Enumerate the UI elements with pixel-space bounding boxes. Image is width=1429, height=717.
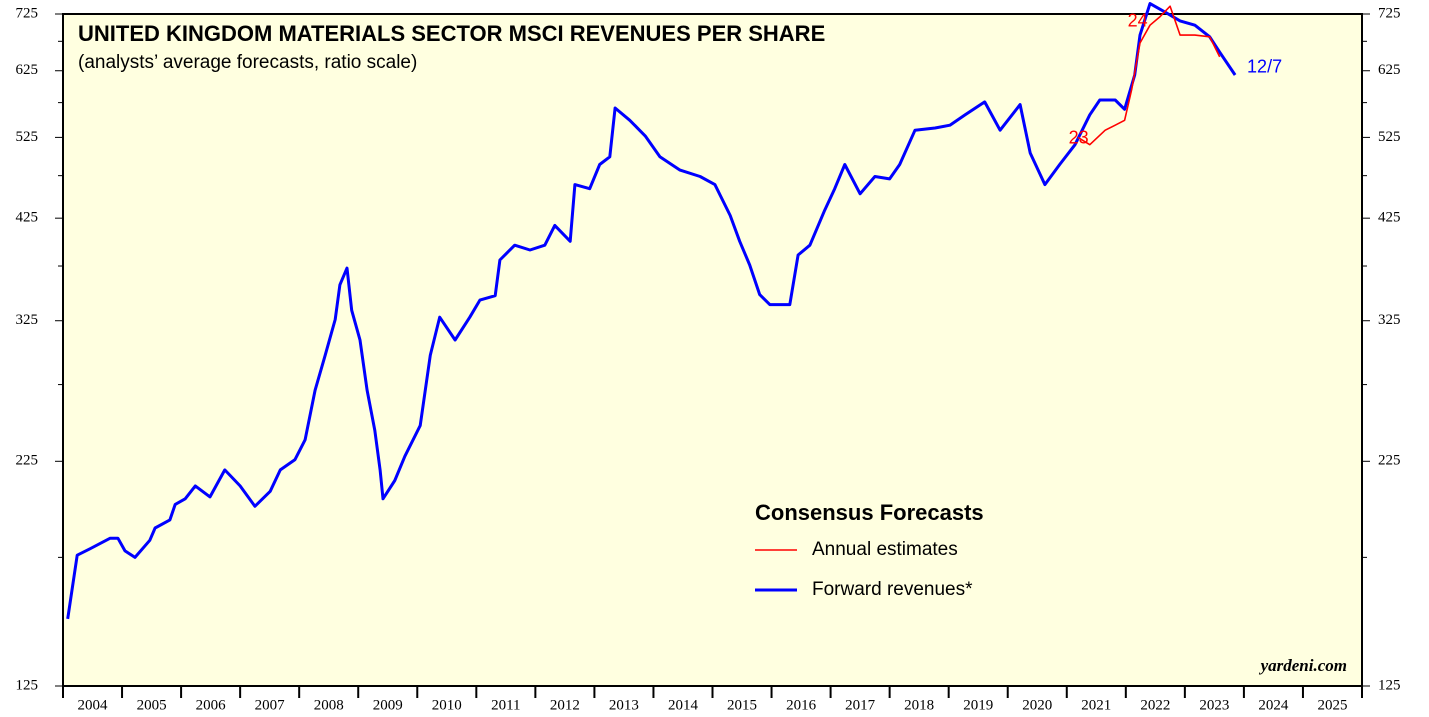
x-tick-label: 2023	[1199, 697, 1229, 713]
legend-title: Consensus Forecasts	[755, 500, 984, 525]
x-tick-label: 2010	[432, 697, 462, 713]
x-tick-label: 2016	[786, 697, 817, 713]
y-tick-label: 525	[16, 129, 39, 145]
x-tick-label: 2008	[314, 697, 344, 713]
y2-tick-label: 125	[1378, 677, 1401, 693]
legend-label: Forward revenues*	[812, 579, 973, 600]
chart-subtitle: (analysts’ average forecasts, ratio scal…	[78, 52, 417, 73]
series-line	[66, 2, 1237, 620]
legend-label: Annual estimates	[812, 539, 958, 560]
lines	[66, 2, 1237, 620]
x-tick-label: 2004	[78, 697, 109, 713]
x-tick-label: 2020	[1022, 697, 1052, 713]
x-tick-label: 2015	[727, 697, 757, 713]
chart-title: UNITED KINGDOM MATERIALS SECTOR MSCI REV…	[78, 21, 825, 46]
y2-tick-label: 425	[1378, 210, 1401, 226]
y-tick-label: 425	[16, 210, 39, 226]
x-tick-label: 2021	[1081, 697, 1111, 713]
source: yardeni.com	[1259, 656, 1347, 675]
plot-area	[62, 13, 1363, 687]
x-tick-label: 2019	[963, 697, 993, 713]
annotation: 12/7	[1247, 56, 1282, 76]
annotation: 23	[1069, 128, 1089, 148]
y-tick-label: 725	[16, 5, 39, 21]
annotation: 24	[1128, 11, 1148, 31]
x-tick-label: 2007	[255, 697, 286, 713]
y2-tick-label: 525	[1378, 129, 1401, 145]
x-tick-label: 2017	[845, 697, 876, 713]
x-tick-label: 2012	[550, 697, 580, 713]
x-tick-label: 2018	[904, 697, 934, 713]
y-tick-label: 625	[16, 62, 39, 78]
y-tick-label: 325	[16, 312, 39, 328]
x-tick-label: 2022	[1140, 697, 1170, 713]
x-tick-label: 2006	[196, 697, 227, 713]
x-tick-label: 2011	[491, 697, 520, 713]
x-tick-label: 2025	[1317, 697, 1347, 713]
x-tick-label: 2005	[137, 697, 167, 713]
y2-tick-label: 325	[1378, 312, 1401, 328]
y2-tick-label: 725	[1378, 5, 1401, 21]
y2-tick-label: 225	[1378, 453, 1401, 469]
x-tick-label: 2014	[668, 697, 699, 713]
y2-tick-label: 625	[1378, 62, 1401, 78]
y-tick-label: 225	[16, 453, 39, 469]
y-tick-label: 125	[16, 677, 39, 693]
x-tick-label: 2009	[373, 697, 403, 713]
x-tick-label: 2024	[1258, 697, 1289, 713]
series-line	[1077, 5, 1221, 146]
x-tick-label: 2013	[609, 697, 639, 713]
